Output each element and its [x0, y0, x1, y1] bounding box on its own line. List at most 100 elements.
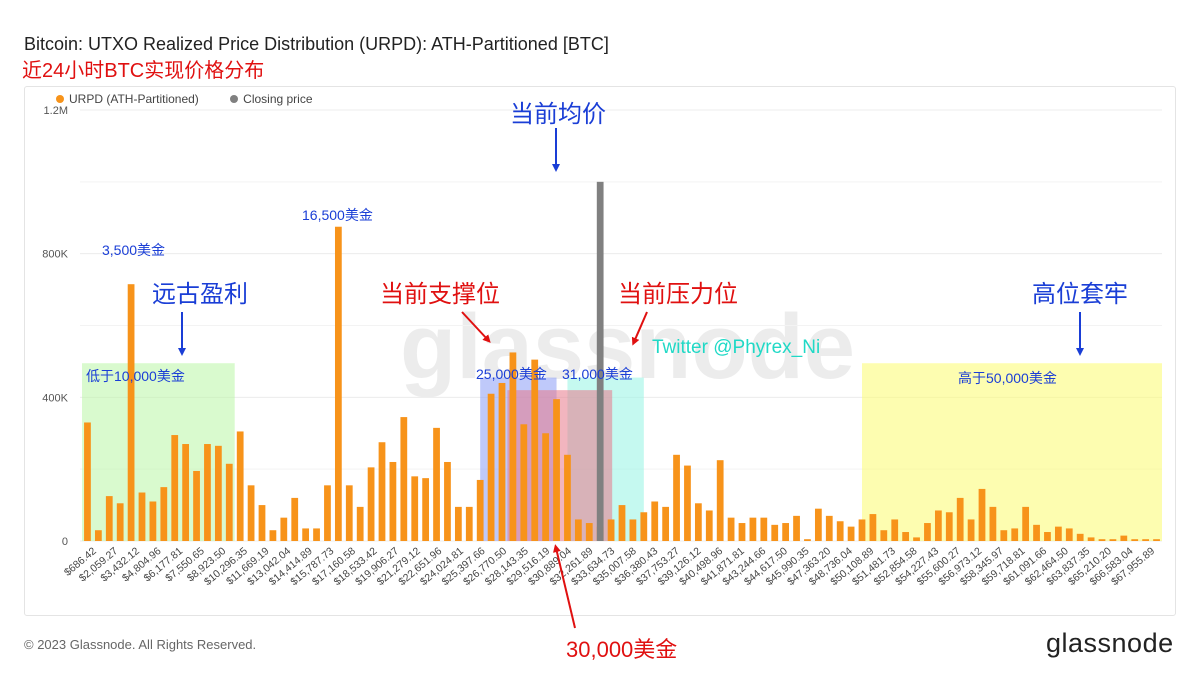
legend-swatch-urpd: [56, 95, 64, 103]
bar: [367, 467, 375, 541]
bar: [1022, 506, 1030, 541]
bar: [880, 530, 888, 541]
bar: [138, 492, 146, 541]
bar: [258, 505, 266, 541]
bar: [640, 512, 648, 541]
bar: [84, 422, 91, 541]
bar: [324, 485, 331, 541]
bar: [945, 512, 953, 541]
bar: [302, 528, 310, 541]
bar: [269, 530, 277, 541]
annotation-price-3500: 3,500美金: [102, 242, 166, 258]
closing-price-bar: [596, 181, 604, 542]
bar: [716, 460, 724, 541]
bar: [520, 424, 528, 541]
bar: [684, 465, 691, 541]
annotation-below-10000: 低于10,000美金: [86, 368, 185, 384]
bar: [476, 479, 484, 541]
bar: [236, 431, 244, 541]
bar: [956, 497, 964, 541]
bar: [913, 537, 920, 541]
bar: [356, 506, 364, 541]
bar: [1011, 528, 1019, 541]
annotation-resistance: 当前压力位: [618, 281, 738, 308]
bar: [531, 359, 539, 541]
bar: [400, 417, 408, 541]
bar: [94, 530, 102, 541]
bar: [334, 226, 342, 541]
bar: [749, 517, 757, 541]
bar: [869, 514, 877, 541]
bar: [1142, 539, 1150, 541]
bar: [564, 454, 571, 541]
footer-copyright: © 2023 Glassnode. All Rights Reserved.: [24, 637, 257, 652]
bar: [465, 506, 473, 541]
bar: [858, 519, 866, 541]
chart-subtitle: 近24小时BTC实现价格分布: [22, 60, 265, 82]
bar: [924, 523, 931, 541]
bar: [804, 539, 811, 541]
bar: [204, 444, 211, 541]
bar: [618, 505, 626, 541]
bar: [454, 506, 462, 541]
bar: [1131, 539, 1139, 541]
bar: [673, 454, 680, 541]
bar: [902, 532, 910, 541]
arrow-price-30000: [553, 544, 576, 629]
y-ticks: 0 400K 800K 1.2M: [42, 105, 68, 548]
y-tick-label: 1.2M: [44, 105, 68, 117]
annotation-band-25000: 25,000美金: [476, 366, 547, 382]
bar: [814, 508, 822, 541]
bar: [433, 427, 440, 541]
bar: [1076, 533, 1084, 541]
bar: [127, 284, 135, 541]
bar: [760, 517, 768, 541]
bar: [116, 503, 124, 541]
bar: [280, 517, 288, 541]
legend-label-urpd: URPD (ATH-Partitioned): [69, 92, 199, 106]
annotation-above-50000: 高于50,000美金: [958, 370, 1057, 386]
bar: [389, 461, 397, 541]
footer-logo[interactable]: glassnode: [1046, 628, 1174, 658]
annotation-avg-price: 当前均价: [510, 101, 606, 128]
arrow-resistance: [631, 311, 648, 346]
bar: [662, 506, 670, 541]
bar: [629, 519, 637, 541]
annotation-price-16500: 16,500美金: [302, 207, 373, 223]
bar: [1065, 528, 1073, 541]
annotation-twitter: Twitter @Phyrex_Ni: [652, 337, 821, 358]
bar: [989, 506, 997, 541]
bar: [225, 463, 233, 541]
bar: [891, 519, 899, 541]
bar: [1098, 539, 1106, 541]
bar: [1087, 537, 1095, 541]
bar: [247, 485, 255, 541]
legend-item-closing[interactable]: Closing price: [230, 92, 313, 106]
y-tick-label: 800K: [42, 249, 68, 261]
bar: [727, 517, 735, 541]
band-above-50000: [862, 363, 1162, 541]
legend-label-closing: Closing price: [243, 92, 313, 106]
bar: [422, 478, 430, 541]
bar: [934, 510, 942, 541]
x-ticks: $686.42$2,059.27$3,432.12$4,804.96$6,177…: [62, 545, 1157, 588]
bar: [1000, 530, 1008, 541]
bar: [509, 352, 517, 541]
bar: [193, 470, 200, 541]
bar: [498, 382, 506, 541]
bar: [1120, 535, 1128, 541]
bar: [607, 519, 615, 541]
bar: [313, 528, 320, 541]
bar: [149, 501, 157, 541]
bars: [84, 181, 1160, 542]
legend-item-urpd[interactable]: URPD (ATH-Partitioned): [56, 92, 199, 106]
y-tick-label: 0: [62, 536, 68, 548]
bar: [291, 497, 299, 541]
bar: [771, 524, 779, 541]
bar: [160, 487, 168, 541]
bar: [793, 515, 800, 541]
band-below-10000: [82, 363, 235, 541]
bar: [182, 444, 190, 541]
bar: [411, 476, 419, 541]
